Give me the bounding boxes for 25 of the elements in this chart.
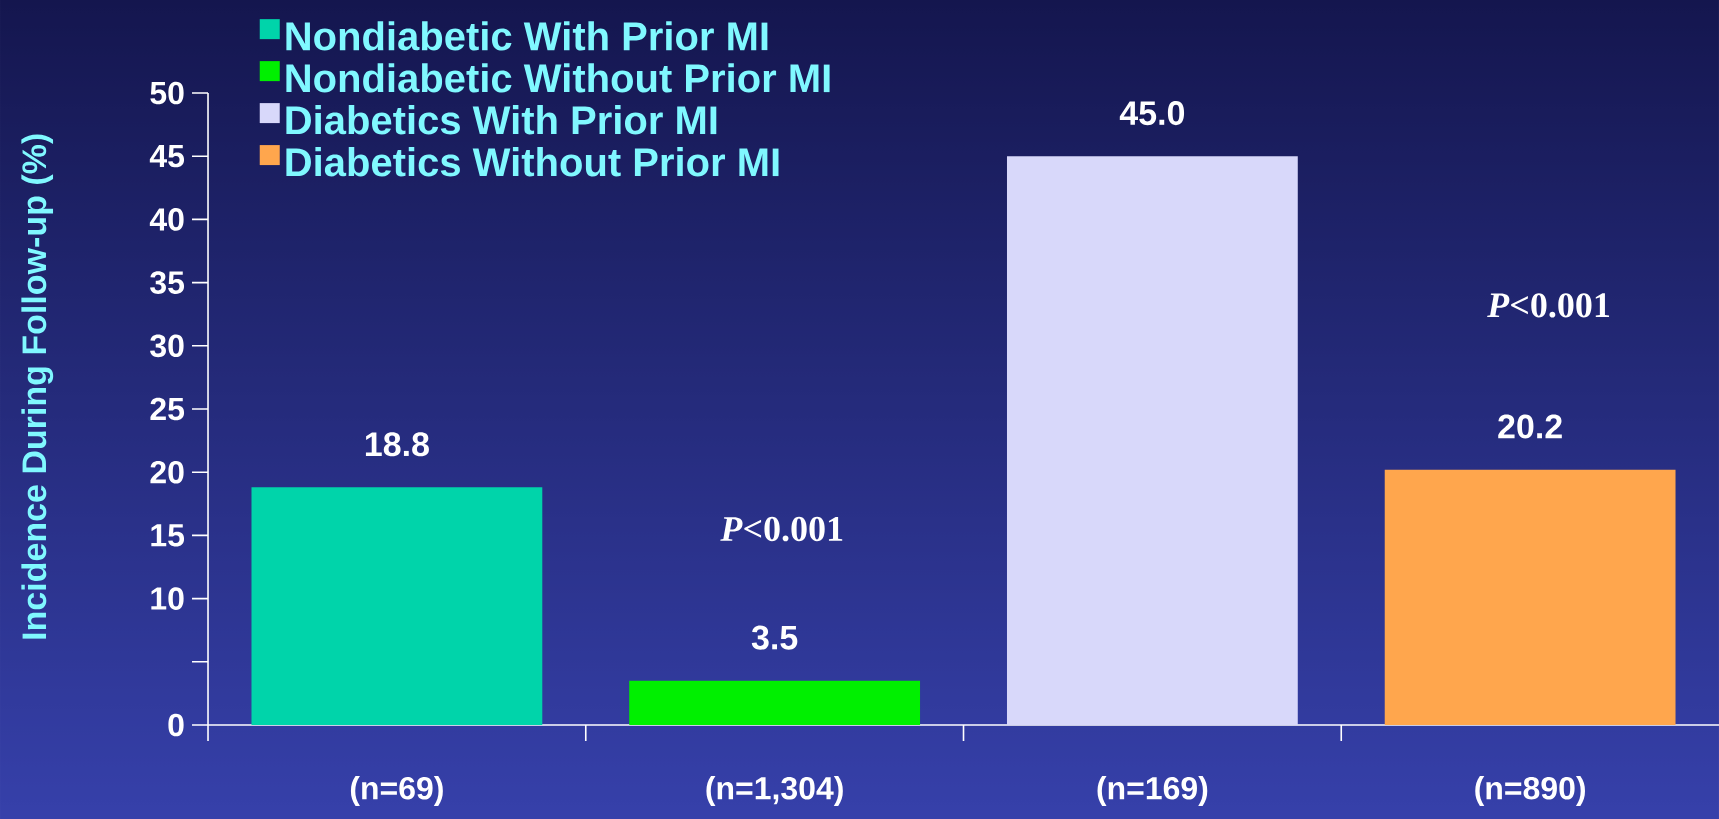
data-label: 3.5: [751, 625, 798, 650]
data-label: 18.8: [365, 432, 429, 457]
x-tick-label: (n=169): [1097, 776, 1208, 806]
y-tick-label: 45: [149, 145, 185, 168]
y-tick-label: 20: [150, 460, 184, 484]
y-tick-label: 10: [151, 587, 184, 610]
legend-label: Nondiabetic Without Prior MI: [286, 63, 830, 93]
legend-label: Diabetics With Prior MI: [286, 105, 717, 135]
annotation: P<0.001: [720, 516, 843, 542]
x-tick-label: (n=890): [1475, 776, 1585, 806]
annotation: P<0.001: [1487, 293, 1610, 318]
y-axis-title: Incidence During Follow-up (%): [21, 134, 54, 639]
data-label: 45.0: [1119, 101, 1185, 126]
y-tick-label: 50: [150, 81, 184, 105]
data-label: 20.2: [1498, 414, 1562, 439]
x-tick-label: (n=1,304): [706, 776, 843, 806]
y-tick-label: 35: [150, 271, 185, 294]
legend-label: Diabetics Without Prior MI: [286, 147, 779, 177]
y-tick-label: 40: [149, 208, 184, 231]
y-tick-label: 30: [150, 334, 184, 358]
y-tick-label: 15: [151, 524, 185, 547]
y-tick-label: 0: [168, 713, 184, 737]
legend-label: Nondiabetic With Prior MI: [286, 21, 768, 51]
x-tick-label: (n=69): [350, 776, 443, 806]
y-tick-label: 25: [150, 397, 185, 421]
